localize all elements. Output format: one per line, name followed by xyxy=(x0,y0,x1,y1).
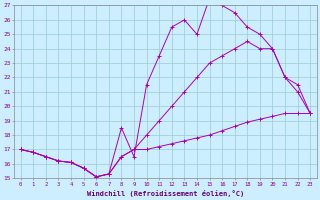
X-axis label: Windchill (Refroidissement éolien,°C): Windchill (Refroidissement éolien,°C) xyxy=(87,190,244,197)
